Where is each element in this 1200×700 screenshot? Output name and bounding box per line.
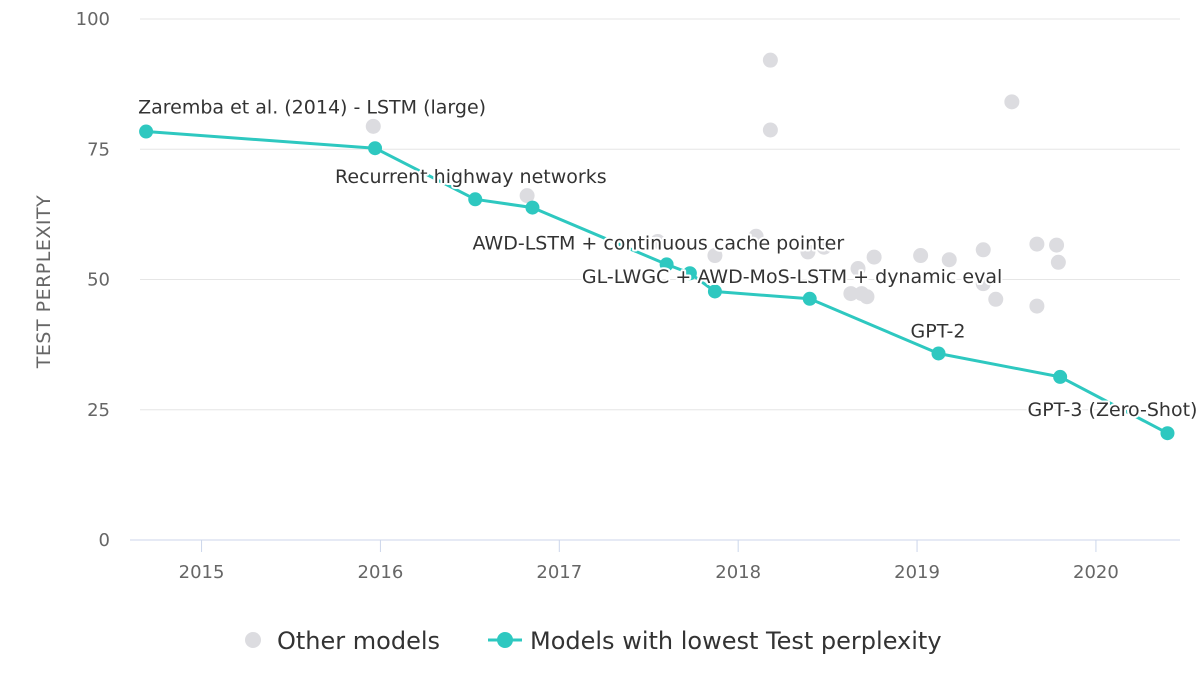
other-model-point <box>816 239 832 255</box>
y-tick-label: 75 <box>87 139 110 160</box>
annotation-label: GPT-3 (Zero-Shot) <box>1028 399 1198 421</box>
annotation-label: GL-LWGC + AWD-MoS-LSTM + dynamic eval <box>582 266 1002 288</box>
y-axis-title: TEST PERPLEXITY <box>33 195 55 369</box>
best-model-point <box>707 284 722 299</box>
other-model-point <box>913 248 929 264</box>
y-tick-label: 0 <box>99 530 110 551</box>
other-model-point <box>1029 236 1045 252</box>
other-model-point <box>850 261 866 277</box>
other-model-point <box>800 244 816 260</box>
other-model-point <box>365 118 381 134</box>
other-model-point <box>988 291 1004 307</box>
best-models-series <box>139 124 1175 441</box>
other-model-point <box>748 228 764 244</box>
y-tick-label: 25 <box>87 400 110 421</box>
other-model-point <box>859 289 875 305</box>
other-model-point <box>866 249 882 265</box>
grid <box>140 18 1180 411</box>
y-tick-label: 100 <box>76 9 110 30</box>
best-model-point <box>525 200 540 215</box>
best-model-point <box>1160 426 1175 441</box>
other-model-point <box>1049 237 1065 253</box>
x-tick-label: 2019 <box>894 562 940 583</box>
best-model-point <box>468 192 483 207</box>
x-tick-label: 2016 <box>358 562 404 583</box>
other-model-point <box>519 188 535 204</box>
best-model-point <box>139 124 154 139</box>
best-model-point <box>802 291 817 306</box>
annotation-label: Recurrent highway networks <box>335 166 607 188</box>
best-model-point <box>1053 369 1068 384</box>
other-models-series <box>365 52 1066 314</box>
legend: Other models Models with lowest Test perp… <box>245 627 942 655</box>
annotation-label: AWD-LSTM + continuous cache pointer <box>472 233 844 255</box>
other-model-point <box>975 276 991 292</box>
best-model-point <box>682 266 697 281</box>
best-model-point <box>659 257 674 272</box>
other-model-point <box>1050 254 1066 270</box>
annotations: Zaremba et al. (2014) - LSTM (large) Recu… <box>136 95 1199 424</box>
other-model-point <box>707 248 723 264</box>
axes: 0 25 50 75 100 2015 2016 2017 2018 2019 2020 TEST P… <box>33 9 1180 583</box>
best-model-point <box>931 346 946 361</box>
other-model-point <box>941 252 957 268</box>
annotation-label: Zaremba et al. (2014) - LSTM (large) <box>138 97 486 119</box>
x-tick-label: 2020 <box>1073 562 1119 583</box>
legend-other-marker <box>245 632 261 648</box>
other-model-point <box>762 122 778 138</box>
y-tick-label: 50 <box>87 270 110 291</box>
other-model-point <box>1029 298 1045 314</box>
best-model-point <box>368 141 383 156</box>
other-model-point <box>975 242 991 258</box>
other-model-point <box>762 52 778 68</box>
x-tick-label: 2015 <box>179 562 225 583</box>
x-tick-label: 2018 <box>715 562 761 583</box>
legend-other-label: Other models <box>277 627 440 655</box>
other-model-point <box>843 286 859 302</box>
legend-best-label: Models with lowest Test perplexity <box>530 627 942 655</box>
legend-best-marker <box>497 632 513 648</box>
other-model-point <box>650 233 666 249</box>
x-tick-label: 2017 <box>536 562 582 583</box>
annotation-label: GPT-2 <box>911 320 966 342</box>
other-model-point <box>1004 94 1020 110</box>
